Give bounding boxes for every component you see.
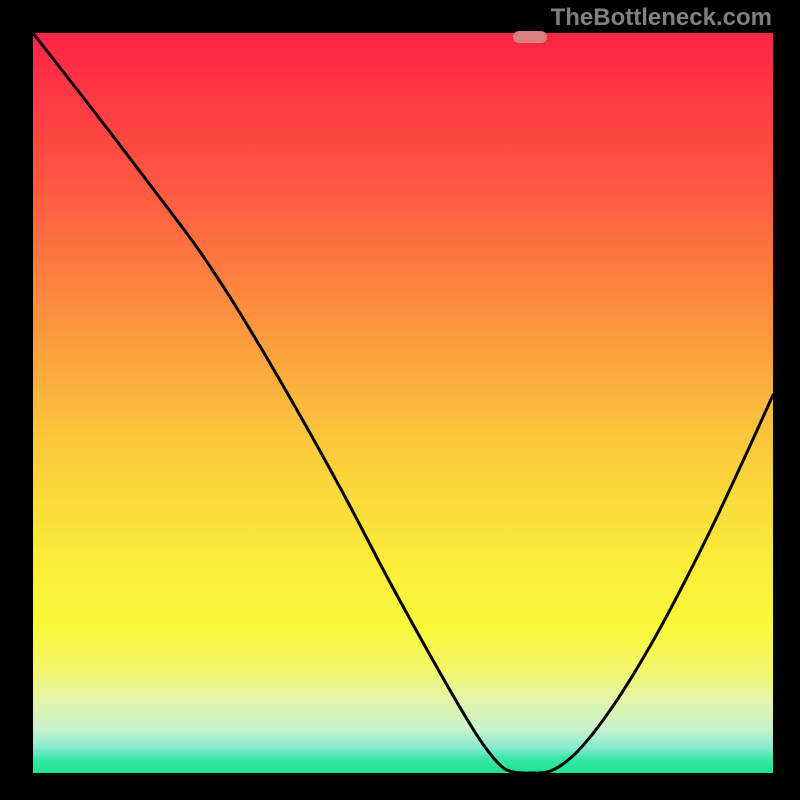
watermark-text: TheBottleneck.com — [551, 4, 772, 32]
optimum-marker — [513, 31, 547, 43]
chart-frame: TheBottleneck.com — [0, 0, 800, 800]
plot-area — [33, 33, 773, 773]
